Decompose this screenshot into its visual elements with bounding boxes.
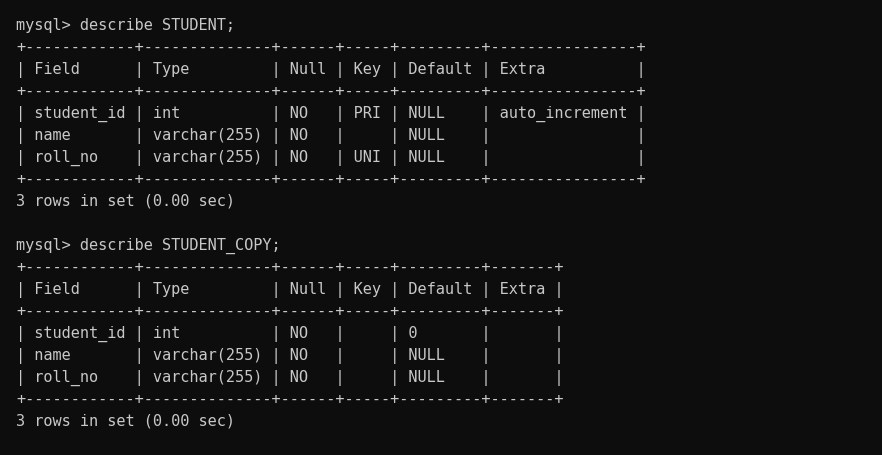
Text: | student_id | int          | NO   | PRI | NULL    | auto_increment |: | student_id | int | NO | PRI | NULL | a… (16, 106, 646, 122)
Text: +------------+--------------+------+-----+---------+-------+: +------------+--------------+------+----… (16, 391, 564, 406)
Text: | Field      | Type         | Null | Key | Default | Extra          |: | Field | Type | Null | Key | Default | … (16, 62, 646, 78)
Text: +------------+--------------+------+-----+---------+----------------+: +------------+--------------+------+----… (16, 84, 646, 99)
Text: | student_id | int          | NO   |     | 0       |       |: | student_id | int | NO | | 0 | | (16, 325, 564, 341)
Text: +------------+--------------+------+-----+---------+-------+: +------------+--------------+------+----… (16, 259, 564, 274)
Text: | name       | varchar(255) | NO   |     | NULL    |                |: | name | varchar(255) | NO | | NULL | | (16, 128, 646, 144)
Text: +------------+--------------+------+-----+---------+----------------+: +------------+--------------+------+----… (16, 40, 646, 55)
Text: | roll_no    | varchar(255) | NO   |     | NULL    |       |: | roll_no | varchar(255) | NO | | NULL |… (16, 369, 564, 385)
Text: 3 rows in set (0.00 sec): 3 rows in set (0.00 sec) (16, 413, 235, 428)
Text: +------------+--------------+------+-----+---------+-------+: +------------+--------------+------+----… (16, 303, 564, 318)
Text: | roll_no    | varchar(255) | NO   | UNI | NULL    |                |: | roll_no | varchar(255) | NO | UNI | NU… (16, 150, 646, 166)
Text: +------------+--------------+------+-----+---------+----------------+: +------------+--------------+------+----… (16, 172, 646, 187)
Text: 3 rows in set (0.00 sec): 3 rows in set (0.00 sec) (16, 193, 235, 208)
Text: mysql> describe STUDENT_COPY;: mysql> describe STUDENT_COPY; (16, 238, 280, 253)
Text: mysql> describe STUDENT;: mysql> describe STUDENT; (16, 18, 235, 33)
Text: | name       | varchar(255) | NO   |     | NULL    |       |: | name | varchar(255) | NO | | NULL | | (16, 347, 564, 363)
Text: | Field      | Type         | Null | Key | Default | Extra |: | Field | Type | Null | Key | Default | … (16, 281, 564, 298)
